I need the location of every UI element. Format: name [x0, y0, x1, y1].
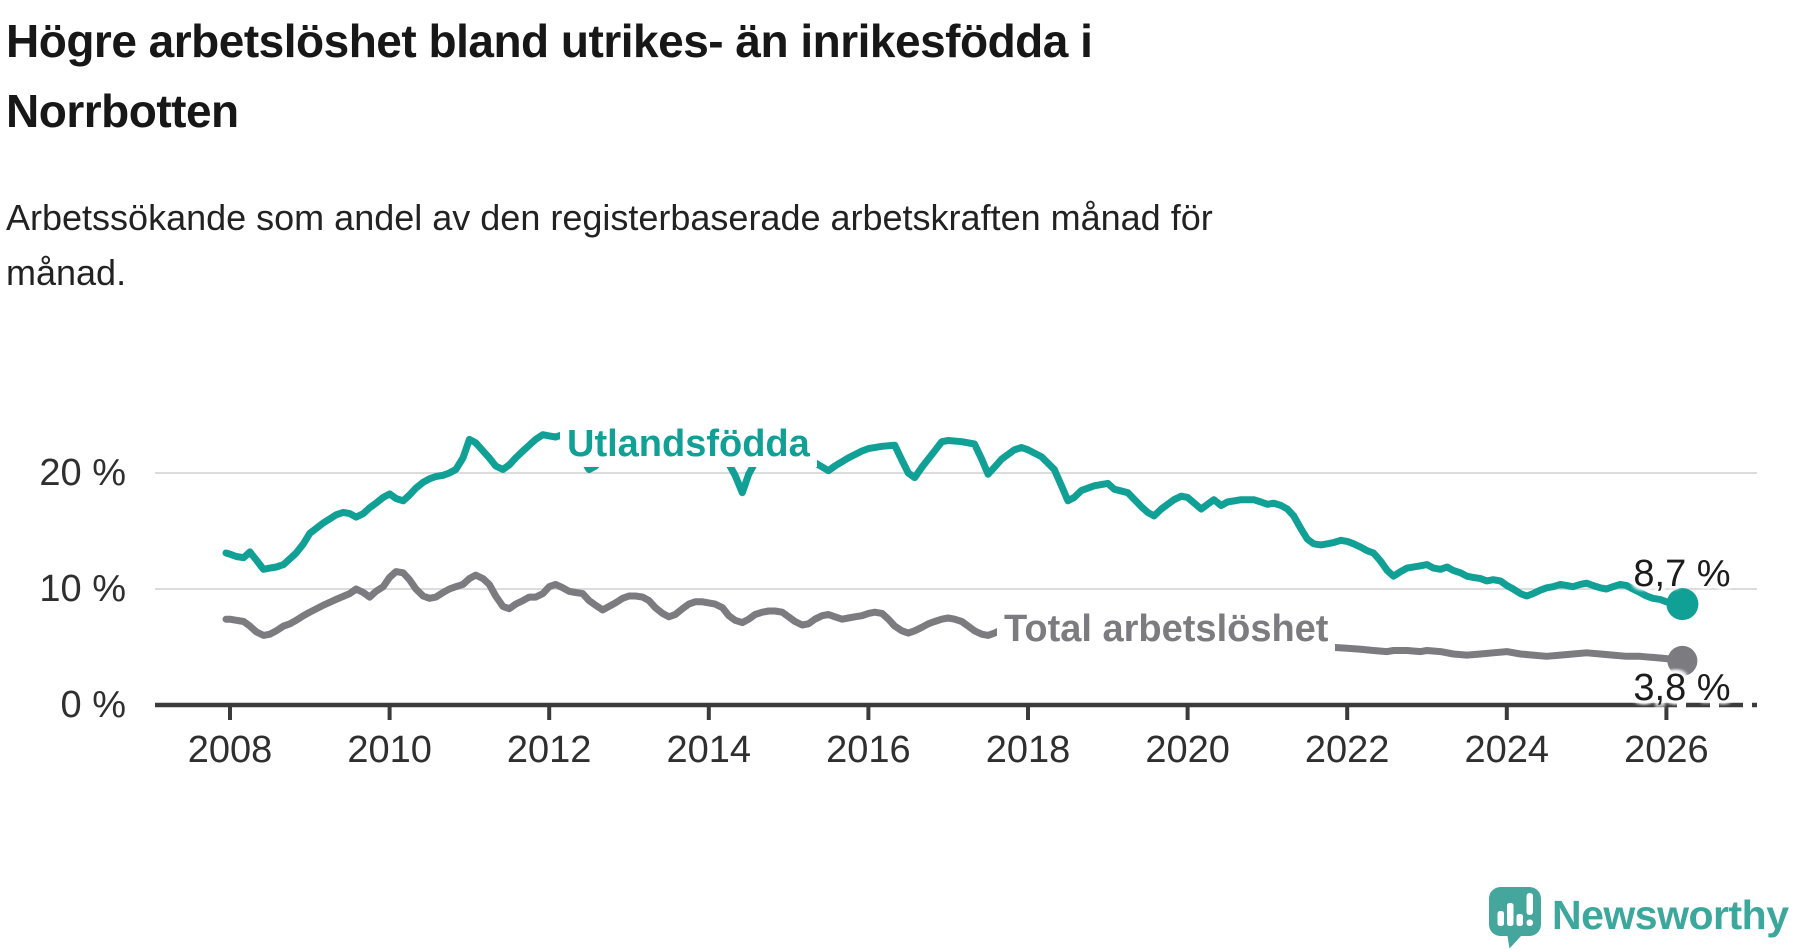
y-axis-label: 20 %: [39, 452, 126, 494]
series-line-utlandsfodda: [222, 431, 1686, 608]
chart-title-line1: Högre arbetslöshet bland utrikes- än inr…: [6, 15, 1093, 67]
logo-bar-1: [1497, 911, 1504, 926]
x-axis-label: 2024: [1464, 729, 1550, 771]
series-label-total-arbetsloshet: Total arbetslöshet: [997, 606, 1336, 652]
series-line-total: [222, 568, 1686, 665]
chart-title-line2: Norrbotten: [6, 85, 239, 137]
chart-subtitle-line1: Arbetssökande som andel av den registerb…: [6, 197, 1213, 238]
x-axis-label: 2022: [1304, 729, 1390, 771]
y-axis-label: 0 %: [60, 684, 126, 726]
x-axis-label: 2018: [985, 729, 1071, 771]
x-axis-label: 2008: [187, 729, 273, 771]
x-axis-label: 2016: [826, 729, 911, 771]
chart-subtitle-line2: månad.: [6, 252, 127, 293]
logo-exclamation-bar: [1526, 893, 1533, 915]
series-end-dot-utlandsfodda: [1666, 588, 1699, 621]
newsworthy-speech-bubble-icon: [1489, 887, 1541, 949]
series-end-dot-total: [1667, 645, 1698, 676]
newsworthy-logo-text: Newsworthy: [1552, 892, 1789, 938]
chart-subtitle: Arbetssökande som andel av den registerb…: [6, 190, 1213, 300]
x-axis-label: 2010: [347, 729, 432, 771]
x-axis-label: 2012: [506, 729, 592, 771]
chart-title: Högre arbetslöshet bland utrikes- än inr…: [6, 6, 1093, 146]
logo-exclamation-dot: [1526, 919, 1533, 926]
x-axis-label: 2026: [1624, 729, 1709, 771]
series-label-utlandsfodda: Utlandsfödda: [560, 421, 817, 467]
end-value-label-total: 3,8 %: [1633, 667, 1731, 709]
end-value-label-utlandsfodda: 8,7 %: [1633, 553, 1731, 595]
logo-bar-2: [1507, 903, 1514, 926]
y-axis-label: 10 %: [39, 568, 126, 610]
x-axis-label: 2020: [1145, 729, 1230, 771]
x-axis-label: 2014: [666, 729, 752, 771]
newsworthy-logo: Newsworthy: [1488, 886, 1800, 949]
logo-bar-3: [1516, 914, 1523, 926]
